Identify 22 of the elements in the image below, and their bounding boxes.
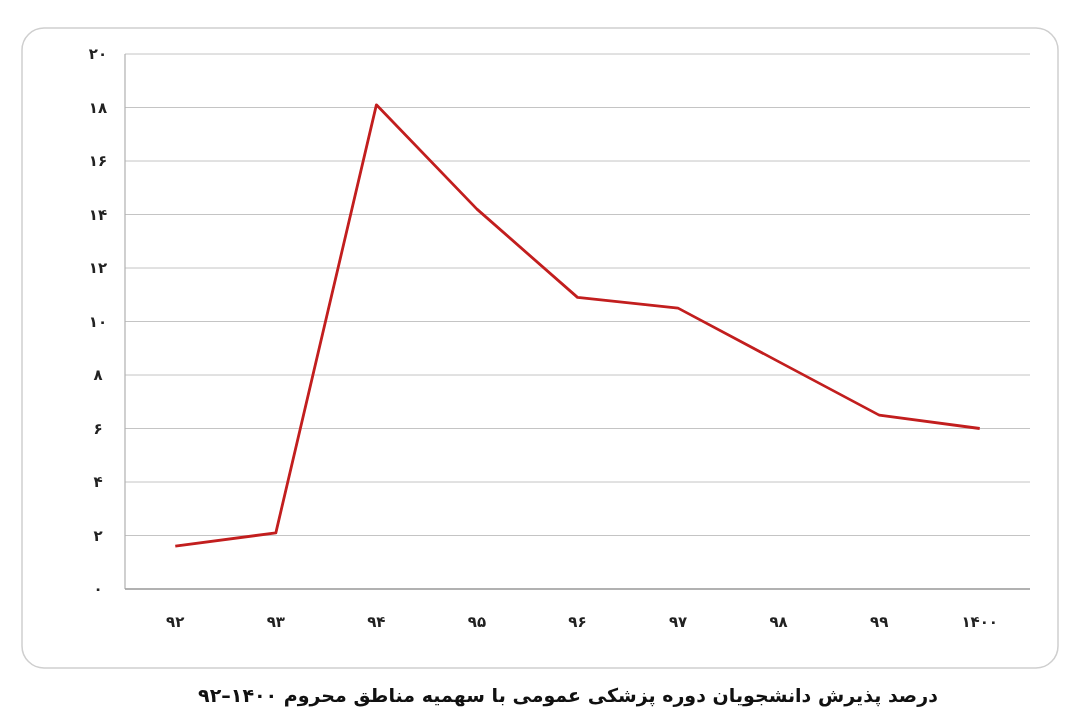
x-tick-label: ۹۸ (769, 613, 788, 631)
y-tick-label: ۴ (93, 473, 103, 491)
y-tick-label: ۲ (93, 526, 103, 545)
y-tick-label: ۱۰ (88, 312, 108, 331)
y-tick-label: ۱۲ (88, 259, 108, 277)
y-tick-label: ۰ (93, 580, 103, 598)
x-tick-label: ۹۷ (668, 613, 688, 631)
x-tick-label: ۹۲ (166, 613, 185, 631)
x-tick-label: ۹۹ (870, 613, 889, 631)
y-tick-label: ۱۴ (88, 205, 108, 224)
y-tick-label: ۱۶ (88, 152, 108, 170)
x-tick-label: ۹۶ (568, 613, 587, 631)
y-tick-label: ۱۸ (88, 98, 108, 117)
y-tick-label: ۲۰ (88, 45, 108, 63)
x-tick-label: ۹۳ (266, 613, 285, 631)
text: درصد پذیرش دانشجویان دوره پزشکی عمومی با سهمیه مناطق محروم ۱۴۰۰–۹۲ (198, 684, 939, 707)
x-tick-label: ۹۴ (367, 613, 386, 631)
y-tick-label: ۶ (93, 419, 103, 438)
line-series (173, 103, 982, 548)
x-tick-label: ۹۵ (467, 613, 487, 631)
y-tick-label: ۸ (93, 366, 103, 384)
x-tick-label: ۱۴۰۰ (961, 613, 999, 631)
